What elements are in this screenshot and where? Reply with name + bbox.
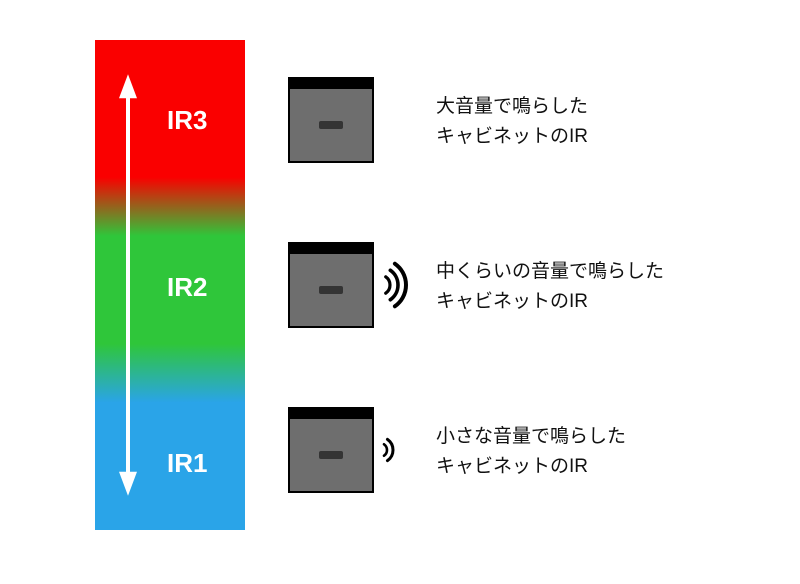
- sound-wave-icon: [380, 425, 405, 475]
- speaker-slot-icon: [319, 286, 343, 294]
- speaker-cabinet-ir3: [288, 77, 374, 163]
- desc-line: 小さな音量で鳴らした: [436, 422, 626, 452]
- ir3-description: 大音量で鳴らした キャビネットのIR: [436, 92, 588, 152]
- cabinet-body: [288, 87, 374, 163]
- desc-line: 大音量で鳴らした: [436, 92, 588, 122]
- desc-line: キャビネットのIR: [436, 287, 664, 317]
- ir1-description: 小さな音量で鳴らした キャビネットのIR: [436, 422, 626, 482]
- speaker-slot-icon: [319, 121, 343, 129]
- speaker-slot-icon: [319, 451, 343, 459]
- ir2-description: 中くらいの音量で鳴らした キャビネットのIR: [436, 257, 664, 317]
- cabinet-top-bar: [288, 407, 374, 417]
- desc-line: キャビネットのIR: [436, 452, 626, 482]
- diagram-stage: IR3 IR2 IR1 大音量で鳴らした キャビネットのIR 中くらいの音量で鳴…: [0, 0, 800, 584]
- cabinet-body: [288, 252, 374, 328]
- cabinet-top-bar: [288, 77, 374, 87]
- cabinet-body: [288, 417, 374, 493]
- sound-wave-icon: [380, 247, 418, 323]
- ir2-label: IR2: [167, 272, 207, 303]
- ir3-label: IR3: [167, 105, 207, 136]
- speaker-cabinet-ir2: [288, 242, 374, 328]
- desc-line: 中くらいの音量で鳴らした: [436, 257, 664, 287]
- cabinet-top-bar: [288, 242, 374, 252]
- ir1-label: IR1: [167, 448, 207, 479]
- desc-line: キャビネットのIR: [436, 122, 588, 152]
- speaker-cabinet-ir1: [288, 407, 374, 493]
